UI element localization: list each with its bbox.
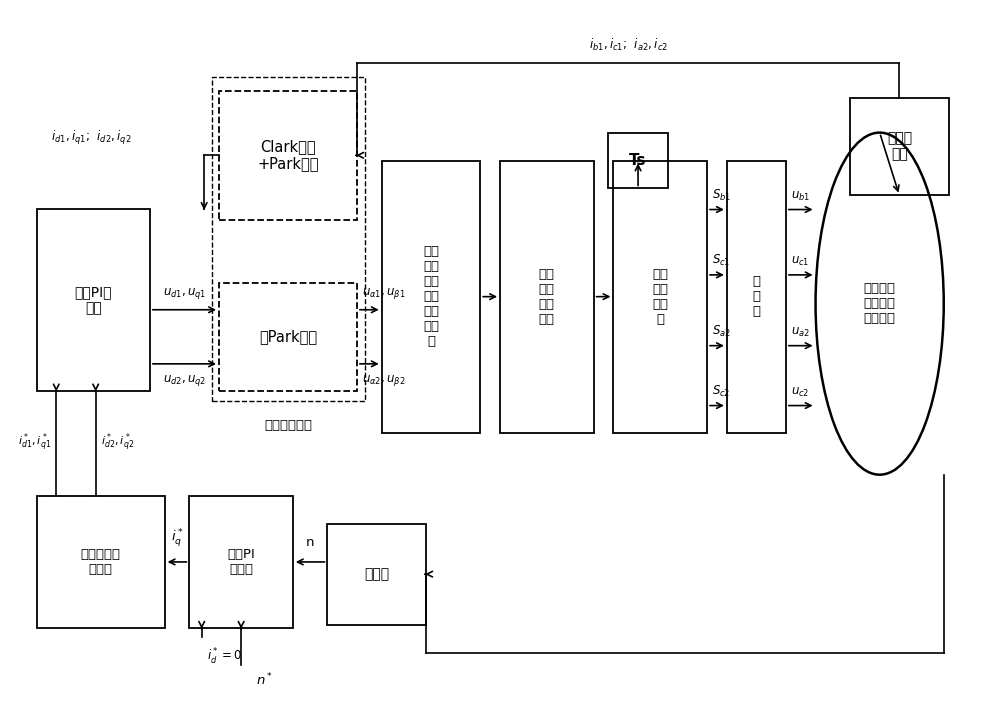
Bar (850, 98, 949, 195)
Bar (608, 132, 668, 189)
Text: $i_{b1},i_{c1}$;  $i_{a2},i_{c2}$: $i_{b1},i_{c1}$; $i_{a2},i_{c2}$ (589, 37, 668, 53)
Text: $S_{c2}$: $S_{c2}$ (712, 384, 730, 399)
Text: 电流PI控
制器: 电流PI控 制器 (74, 285, 112, 315)
Bar (189, 496, 293, 628)
Bar (37, 209, 150, 391)
Text: 反Park变换: 反Park变换 (259, 330, 317, 345)
Text: $S_{c1}$: $S_{c1}$ (712, 253, 730, 268)
Bar (382, 160, 480, 433)
Text: $i_d^* = 0$: $i_d^* = 0$ (207, 647, 242, 667)
Text: $S_{a2}$: $S_{a2}$ (712, 323, 731, 339)
Text: Clark变换
+Park变换: Clark变换 +Park变换 (257, 139, 319, 172)
Text: 逆
变
器: 逆 变 器 (752, 275, 760, 318)
Text: n: n (306, 536, 314, 550)
Text: 坐标变换模块: 坐标变换模块 (264, 419, 312, 432)
Text: 两单元同
相位永磁
同步电机: 两单元同 相位永磁 同步电机 (864, 282, 896, 325)
Bar (613, 160, 707, 433)
Text: $i_{d1}^*,i_{q1}^*$: $i_{d1}^*,i_{q1}^*$ (18, 432, 51, 454)
Text: $S_{b1}$: $S_{b1}$ (712, 187, 731, 202)
Text: $i_{d2}^*,i_{q2}^*$: $i_{d2}^*,i_{q2}^*$ (101, 432, 134, 454)
Text: 扇区
判断
及作
用时
间计
算模
块: 扇区 判断 及作 用时 间计 算模 块 (423, 245, 439, 348)
Text: $u_{c1}$: $u_{c1}$ (791, 255, 809, 268)
Text: $u_{a2}$: $u_{a2}$ (791, 325, 810, 339)
Bar (727, 160, 786, 433)
Bar (37, 496, 165, 628)
Text: 占空
比计
算模
块: 占空 比计 算模 块 (652, 268, 668, 325)
Bar (219, 283, 357, 391)
Text: 交轴电流分
配模块: 交轴电流分 配模块 (81, 548, 121, 576)
Bar (327, 523, 426, 624)
Text: 电流传
感器: 电流传 感器 (887, 132, 912, 162)
Bar (219, 90, 357, 220)
Text: $u_{c2}$: $u_{c2}$ (791, 385, 809, 399)
Bar (212, 77, 365, 402)
Text: 转速PI
控制器: 转速PI 控制器 (227, 548, 255, 576)
Text: $u_{d2},u_{q2}$: $u_{d2},u_{q2}$ (163, 373, 206, 388)
Bar (500, 160, 594, 433)
Text: 编码器: 编码器 (364, 567, 389, 581)
Text: Ts: Ts (629, 153, 647, 168)
Text: $i_q^*$: $i_q^*$ (171, 528, 183, 550)
Text: $i_{d1},i_{q1}$;  $i_{d2},i_{q2}$: $i_{d1},i_{q1}$; $i_{d2},i_{q2}$ (51, 129, 132, 147)
Text: 价值
函数
筛选
模块: 价值 函数 筛选 模块 (539, 268, 555, 325)
Text: $u_{d1},u_{q1}$: $u_{d1},u_{q1}$ (163, 286, 206, 300)
Text: $u_{b1}$: $u_{b1}$ (791, 189, 810, 202)
Text: $u_{\alpha1},u_{\beta1}$: $u_{\alpha1},u_{\beta1}$ (362, 286, 406, 300)
Text: $n^*$: $n^*$ (256, 671, 273, 688)
Text: $u_{\alpha2},u_{\beta2}$: $u_{\alpha2},u_{\beta2}$ (362, 373, 406, 388)
